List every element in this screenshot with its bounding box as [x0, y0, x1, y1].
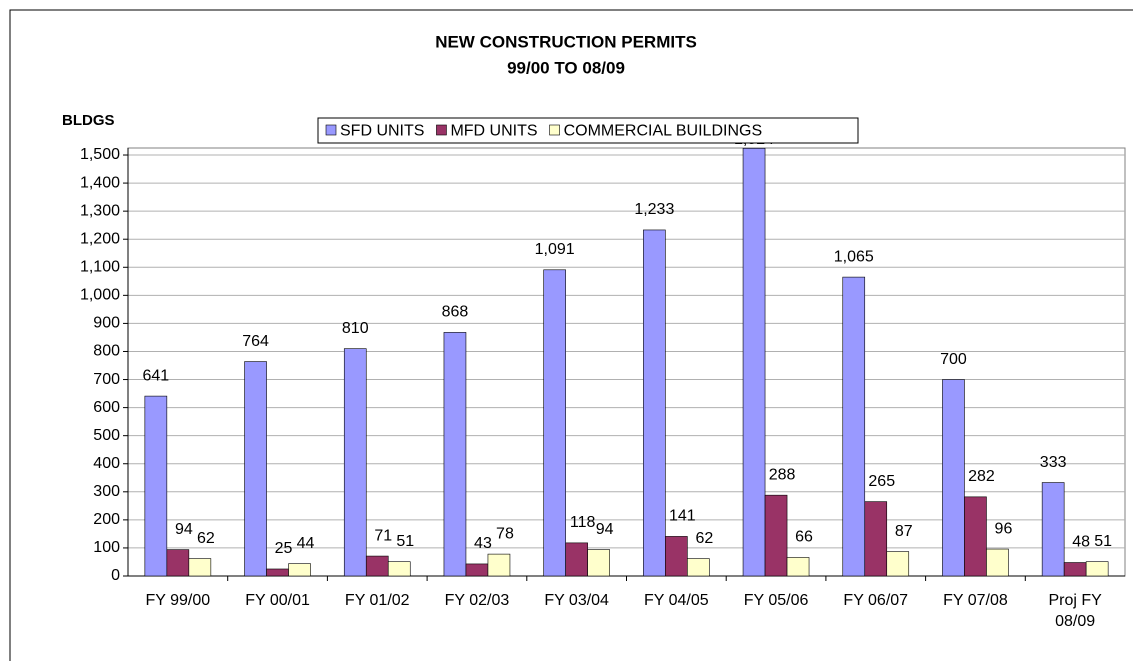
bar: [266, 568, 289, 577]
x-tick-label: FY 99/00: [145, 592, 211, 609]
data-label: 764: [242, 333, 269, 350]
x-tick-label: FY 00/01: [245, 592, 310, 609]
data-label: 66: [795, 529, 813, 546]
data-label: 71: [374, 527, 392, 544]
data-label: 1,233: [634, 201, 674, 218]
data-label: 141: [669, 508, 696, 525]
bar: [244, 361, 267, 577]
data-label: 43: [474, 535, 492, 552]
x-tick-label: FY 01/02: [344, 592, 410, 609]
bar: [942, 379, 965, 577]
y-tick-label: 1,000: [80, 287, 120, 304]
x-tick-label: FY 03/04: [544, 592, 609, 609]
bar: [343, 348, 367, 577]
y-tick-label: 400: [93, 455, 120, 472]
data-label: 868: [442, 304, 469, 321]
bar: [665, 536, 688, 577]
bar: [387, 561, 411, 577]
chart-title: NEW CONSTRUCTION PERMITS: [435, 32, 697, 51]
y-axis-label: BLDGS: [62, 112, 115, 129]
bar: [365, 555, 389, 577]
legend-box: [317, 117, 859, 144]
y-tick-label: 800: [93, 343, 120, 360]
bar: [1041, 482, 1065, 577]
x-tick-label: FY 05/06: [743, 592, 809, 609]
y-tick-label: 1,300: [80, 202, 120, 219]
bar: [964, 496, 987, 577]
bar: [487, 553, 511, 577]
legend-swatch: [436, 124, 447, 136]
data-label: 700: [940, 351, 967, 368]
x-tick-label: FY 07/08: [943, 592, 1008, 609]
bar: [643, 229, 666, 577]
x-tick-label: FY 04/05: [644, 592, 709, 609]
y-tick-label: 500: [93, 427, 120, 444]
y-tick-label: 1,500: [80, 146, 120, 163]
data-label: 62: [695, 530, 713, 547]
bar: [443, 332, 467, 577]
data-label: 78: [496, 525, 514, 542]
y-tick-label: 100: [93, 539, 120, 556]
bar: [986, 548, 1009, 577]
data-label: 25: [275, 540, 293, 557]
y-tick-label: 600: [93, 399, 120, 416]
data-label: 1,091: [535, 241, 575, 258]
data-label: 810: [342, 320, 369, 337]
y-tick-label: 300: [93, 483, 120, 500]
bar: [565, 542, 588, 577]
data-label: 1,065: [834, 248, 874, 265]
legend-swatch: [325, 124, 337, 136]
bar: [288, 563, 311, 577]
bar: [842, 276, 866, 577]
y-tick-label: 1,400: [80, 174, 120, 191]
bar: [1063, 562, 1087, 577]
data-label: 48: [1072, 534, 1090, 551]
bar: [543, 269, 566, 577]
data-label: 96: [995, 520, 1013, 537]
data-label: 94: [596, 521, 614, 538]
bar: [144, 395, 168, 577]
y-tick-label: 1,200: [80, 230, 120, 247]
x-tick-label: FY 06/07: [843, 592, 909, 609]
y-tick-label: 1,100: [80, 258, 120, 275]
bar: [587, 549, 610, 577]
data-label: 118: [570, 514, 596, 531]
chart-subtitle: 99/00 TO 08/09: [507, 58, 625, 77]
bar: [886, 551, 910, 577]
data-label: 44: [297, 535, 315, 552]
bar: [764, 494, 788, 577]
x-tick-label: FY 02/03: [444, 592, 510, 609]
data-label: 62: [197, 530, 215, 547]
data-label: 87: [895, 523, 913, 540]
bar: [465, 563, 489, 577]
y-tick-label: 200: [93, 511, 120, 528]
x-tick-label: Proj FY 08/09: [1048, 592, 1102, 630]
bar: [742, 147, 766, 577]
bar: [1085, 561, 1109, 577]
bar: [687, 558, 710, 577]
data-label: 641: [142, 367, 169, 384]
legend-label: COMMERCIAL BUILDINGS: [564, 123, 763, 140]
data-label: 94: [175, 521, 193, 538]
data-label: 288: [769, 466, 796, 483]
legend-label: MFD UNITS: [450, 123, 537, 140]
data-label: 51: [396, 533, 414, 550]
data-label: 333: [1040, 454, 1067, 471]
legend-label: SFD UNITS: [340, 123, 424, 140]
y-tick-label: 900: [93, 315, 120, 332]
bar: [864, 501, 888, 577]
bar: [786, 557, 810, 577]
data-label: 51: [1094, 533, 1112, 550]
data-label: 265: [868, 473, 895, 490]
bar: [166, 549, 190, 577]
legend-swatch: [549, 124, 560, 136]
y-tick-label: 0: [111, 567, 120, 584]
y-tick-label: 700: [93, 371, 120, 388]
bar: [188, 558, 212, 577]
data-label: 282: [968, 468, 995, 485]
